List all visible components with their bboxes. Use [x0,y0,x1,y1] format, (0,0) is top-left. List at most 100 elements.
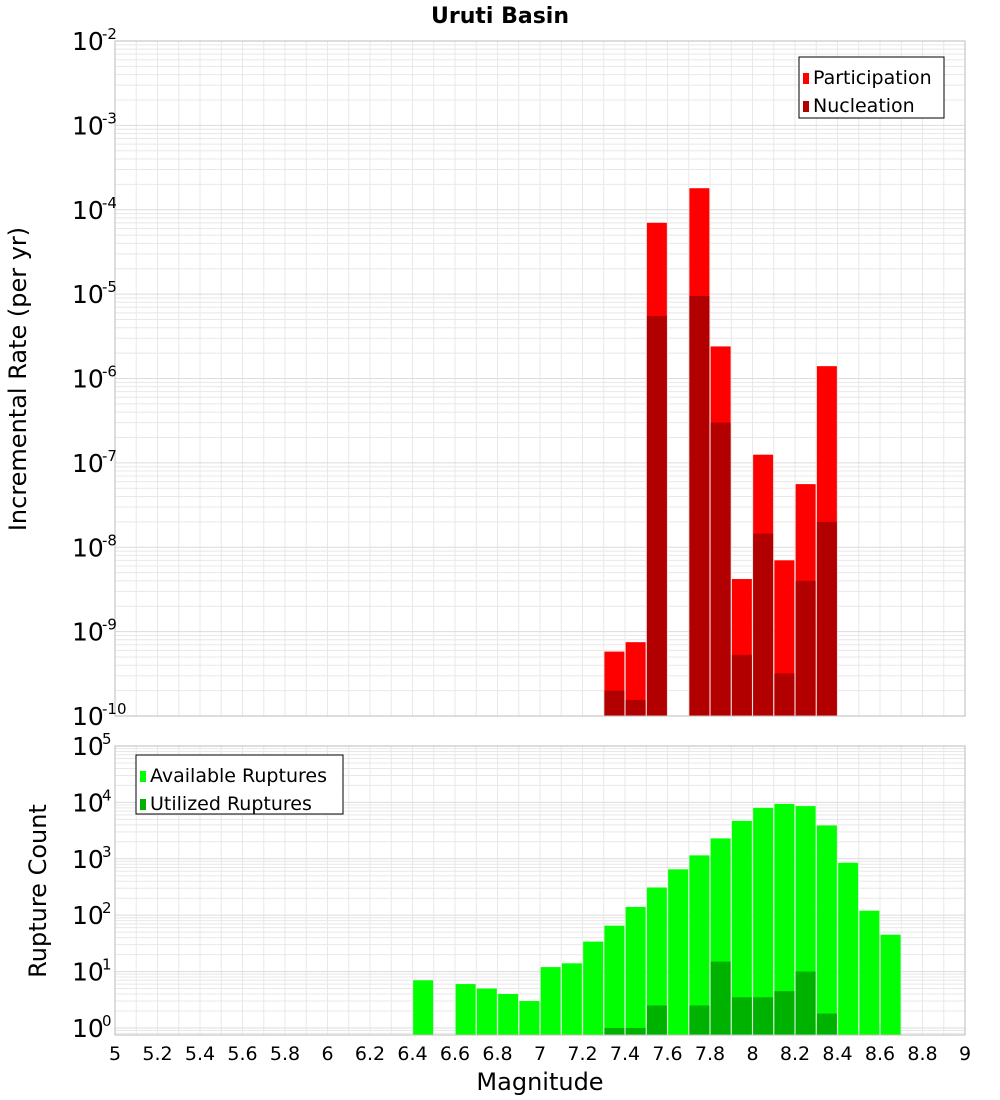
count-y-tick-exponent: 2 [102,899,112,917]
count-legend: Available Ruptures Utilized Ruptures [135,754,344,815]
count-bar-1-18 [795,971,816,1035]
rate-y-tick-label: 10 [72,618,104,647]
x-tick-label: 6.6 [440,1043,470,1065]
count-y-tick-label: 10 [72,958,104,987]
rate-y-tick-label: 10 [72,280,104,309]
x-tick-label: 6.2 [355,1043,385,1065]
rate-y-tick-exponent: -7 [102,447,117,465]
rate-bar-1-6 [753,533,774,716]
count-bar-0-19 [816,825,837,1035]
x-tick-label: 8.6 [865,1043,895,1065]
count-bar-0-16 [753,807,774,1035]
rate-y-tick-exponent: -3 [102,109,117,127]
rate-y-tick-label: 10 [72,27,104,56]
rate-y-tick-exponent: -4 [102,194,117,212]
count-bar-0-12 [668,869,689,1035]
count-legend-label-0: Available Ruptures [150,765,327,787]
count-y-tick-label: 10 [72,732,104,761]
rate-legend-label-0: Participation [813,67,932,89]
count-bar-1-16 [753,997,774,1035]
rate-y-tick-label: 10 [72,196,104,225]
rate-bar-1-4 [710,422,731,716]
count-series-0 [413,803,901,1035]
x-tick-label: 5.2 [142,1043,172,1065]
count-bar-0-4 [498,994,519,1035]
rate-plot-frame [114,40,966,717]
count-bar-0-22 [880,934,901,1035]
count-bar-0-2 [455,984,476,1035]
count-y-tick-exponent: 0 [102,1012,112,1030]
rate-bar-0-1 [625,642,646,716]
rate-legend-label-1: Nucleation [813,95,915,117]
x-tick-label: 7.4 [610,1043,640,1065]
count-plot-frame [114,745,966,1036]
rate-series-1 [604,296,837,716]
count-y-tick-label: 10 [72,1014,104,1043]
x-tick-label: 7.2 [567,1043,597,1065]
count-bar-0-5 [519,1001,540,1035]
count-bar-1-9 [604,1027,625,1035]
count-bar-0-11 [646,887,667,1035]
bottom-y-axis-label: Rupture Count [24,804,52,978]
rate-y-tick-exponent: -8 [102,531,117,549]
rate-y-tick-exponent: -6 [102,363,117,381]
count-legend-swatch-1 [140,799,146,810]
x-tick-label: 8.8 [907,1043,937,1065]
count-bar-1-14 [710,961,731,1035]
rate-bar-1-9 [816,521,837,716]
count-y-tick-exponent: 3 [102,843,112,861]
rate-y-tick-label: 10 [72,111,104,140]
rate-legend-swatch-1 [803,101,809,112]
count-bar-1-11 [646,1005,667,1035]
rate-bar-1-2 [646,316,667,716]
rate-grid [114,40,966,717]
count-bar-0-21 [859,910,880,1035]
rate-bar-1-0 [604,690,625,716]
rate-y-tick-exponent: -9 [102,616,117,634]
rate-y-tick-label: 10 [72,533,104,562]
x-tick-label: 8.2 [780,1043,810,1065]
count-y-tick-label: 10 [72,788,104,817]
count-bar-1-13 [689,1005,710,1035]
x-tick-label: 5.8 [270,1043,300,1065]
rate-bar-1-1 [625,699,646,716]
rate-panel: 10-210-310-410-510-610-710-810-910-10Par… [72,25,966,731]
count-legend-box [135,754,344,815]
x-tick-label: 8 [746,1043,758,1065]
rate-y-tick-label: 10 [72,365,104,394]
count-series-1 [604,961,837,1035]
rate-legend-box [798,56,945,119]
x-tick-label: 7.8 [695,1043,725,1065]
count-bar-1-10 [625,1027,646,1035]
x-tick-label: 8.4 [822,1043,852,1065]
count-legend-label-1: Utilized Ruptures [150,793,312,815]
count-bar-0-0 [413,980,434,1035]
count-bar-0-9 [604,925,625,1035]
rate-y-tick-exponent: -5 [102,278,117,296]
count-legend-swatch-0 [140,771,146,782]
count-bar-0-10 [625,906,646,1035]
count-y-tick-exponent: 5 [102,730,112,748]
count-bar-0-6 [540,967,561,1035]
count-bar-0-15 [731,820,752,1035]
x-tick-label: 7 [534,1043,546,1065]
count-bar-0-3 [476,988,497,1035]
rate-bar-1-3 [689,296,710,716]
top-y-axis-label: Incremental Rate (per yr) [4,227,32,531]
count-bar-1-17 [774,991,795,1035]
count-y-tick-exponent: 1 [102,956,112,974]
rate-y-tick-label: 10 [72,449,104,478]
count-bar-0-8 [583,941,604,1035]
x-tick-labels: 5 5.2 5.4 5.6 5.8 6 6.2 6.4 6.6 6.8 7 7.2 7.4 7.6 7.8 8… [109,1043,971,1065]
x-tick-label: 5.6 [227,1043,257,1065]
rate-y-tick-label: 10 [72,702,104,731]
x-tick-label: 9 [959,1043,971,1065]
count-bar-0-7 [561,963,582,1035]
x-tick-label: 5 [109,1043,121,1065]
x-tick-label: 6.8 [482,1043,512,1065]
count-bar-0-17 [774,803,795,1035]
rate-bar-1-8 [795,580,816,716]
rate-bar-1-5 [731,654,752,716]
